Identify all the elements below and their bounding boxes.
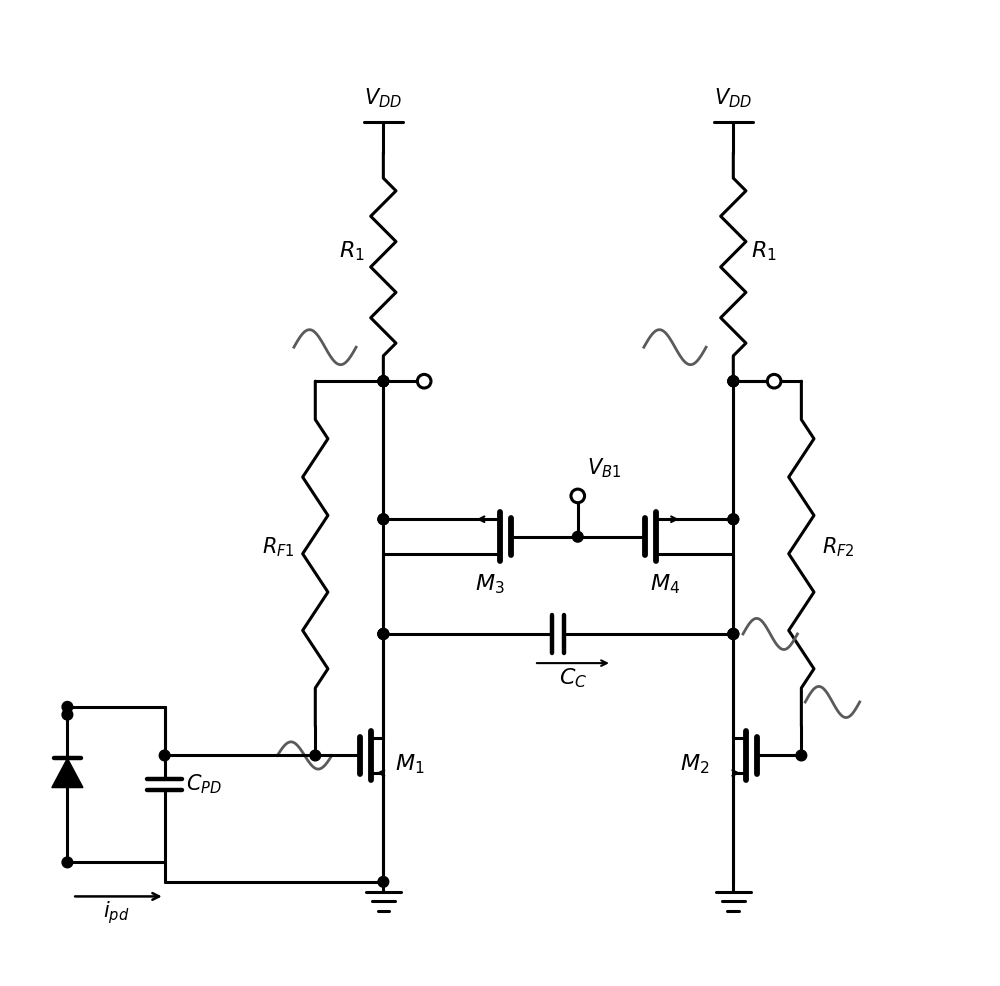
Text: $R_1$: $R_1$ <box>751 240 777 263</box>
Circle shape <box>796 750 807 761</box>
Circle shape <box>728 376 739 387</box>
Text: $V_{DD}$: $V_{DD}$ <box>364 87 402 110</box>
Circle shape <box>378 514 389 525</box>
Text: $C_{PD}$: $C_{PD}$ <box>186 773 222 797</box>
Circle shape <box>728 629 739 639</box>
Circle shape <box>159 750 170 761</box>
Circle shape <box>378 376 389 387</box>
Circle shape <box>728 514 739 525</box>
Circle shape <box>728 376 739 387</box>
Circle shape <box>572 531 583 542</box>
Circle shape <box>378 877 389 887</box>
Circle shape <box>62 701 73 712</box>
Circle shape <box>378 376 389 387</box>
Circle shape <box>378 629 389 639</box>
Circle shape <box>767 375 781 388</box>
Text: $M_1$: $M_1$ <box>395 752 425 776</box>
Polygon shape <box>52 758 83 788</box>
Circle shape <box>728 514 739 525</box>
Circle shape <box>62 709 73 720</box>
Circle shape <box>378 376 389 387</box>
Circle shape <box>728 376 739 387</box>
Circle shape <box>62 857 73 868</box>
Circle shape <box>378 514 389 525</box>
Circle shape <box>378 629 389 639</box>
Text: $R_1$: $R_1$ <box>339 240 365 263</box>
Text: $M_3$: $M_3$ <box>475 572 505 596</box>
Text: $M_2$: $M_2$ <box>680 752 709 776</box>
Text: $R_{F2}$: $R_{F2}$ <box>822 535 855 559</box>
Text: $C_C$: $C_C$ <box>559 667 587 690</box>
Text: $V_{DD}$: $V_{DD}$ <box>714 87 752 110</box>
Circle shape <box>417 375 431 388</box>
Text: $V_{B1}$: $V_{B1}$ <box>587 457 622 480</box>
Text: $R_{F1}$: $R_{F1}$ <box>262 535 295 559</box>
Text: $M_4$: $M_4$ <box>650 572 680 596</box>
Circle shape <box>571 489 585 503</box>
Circle shape <box>378 629 389 639</box>
Circle shape <box>378 376 389 387</box>
Text: $i_{pd}$: $i_{pd}$ <box>103 899 129 927</box>
Circle shape <box>728 629 739 639</box>
Circle shape <box>728 629 739 639</box>
Circle shape <box>310 750 321 761</box>
